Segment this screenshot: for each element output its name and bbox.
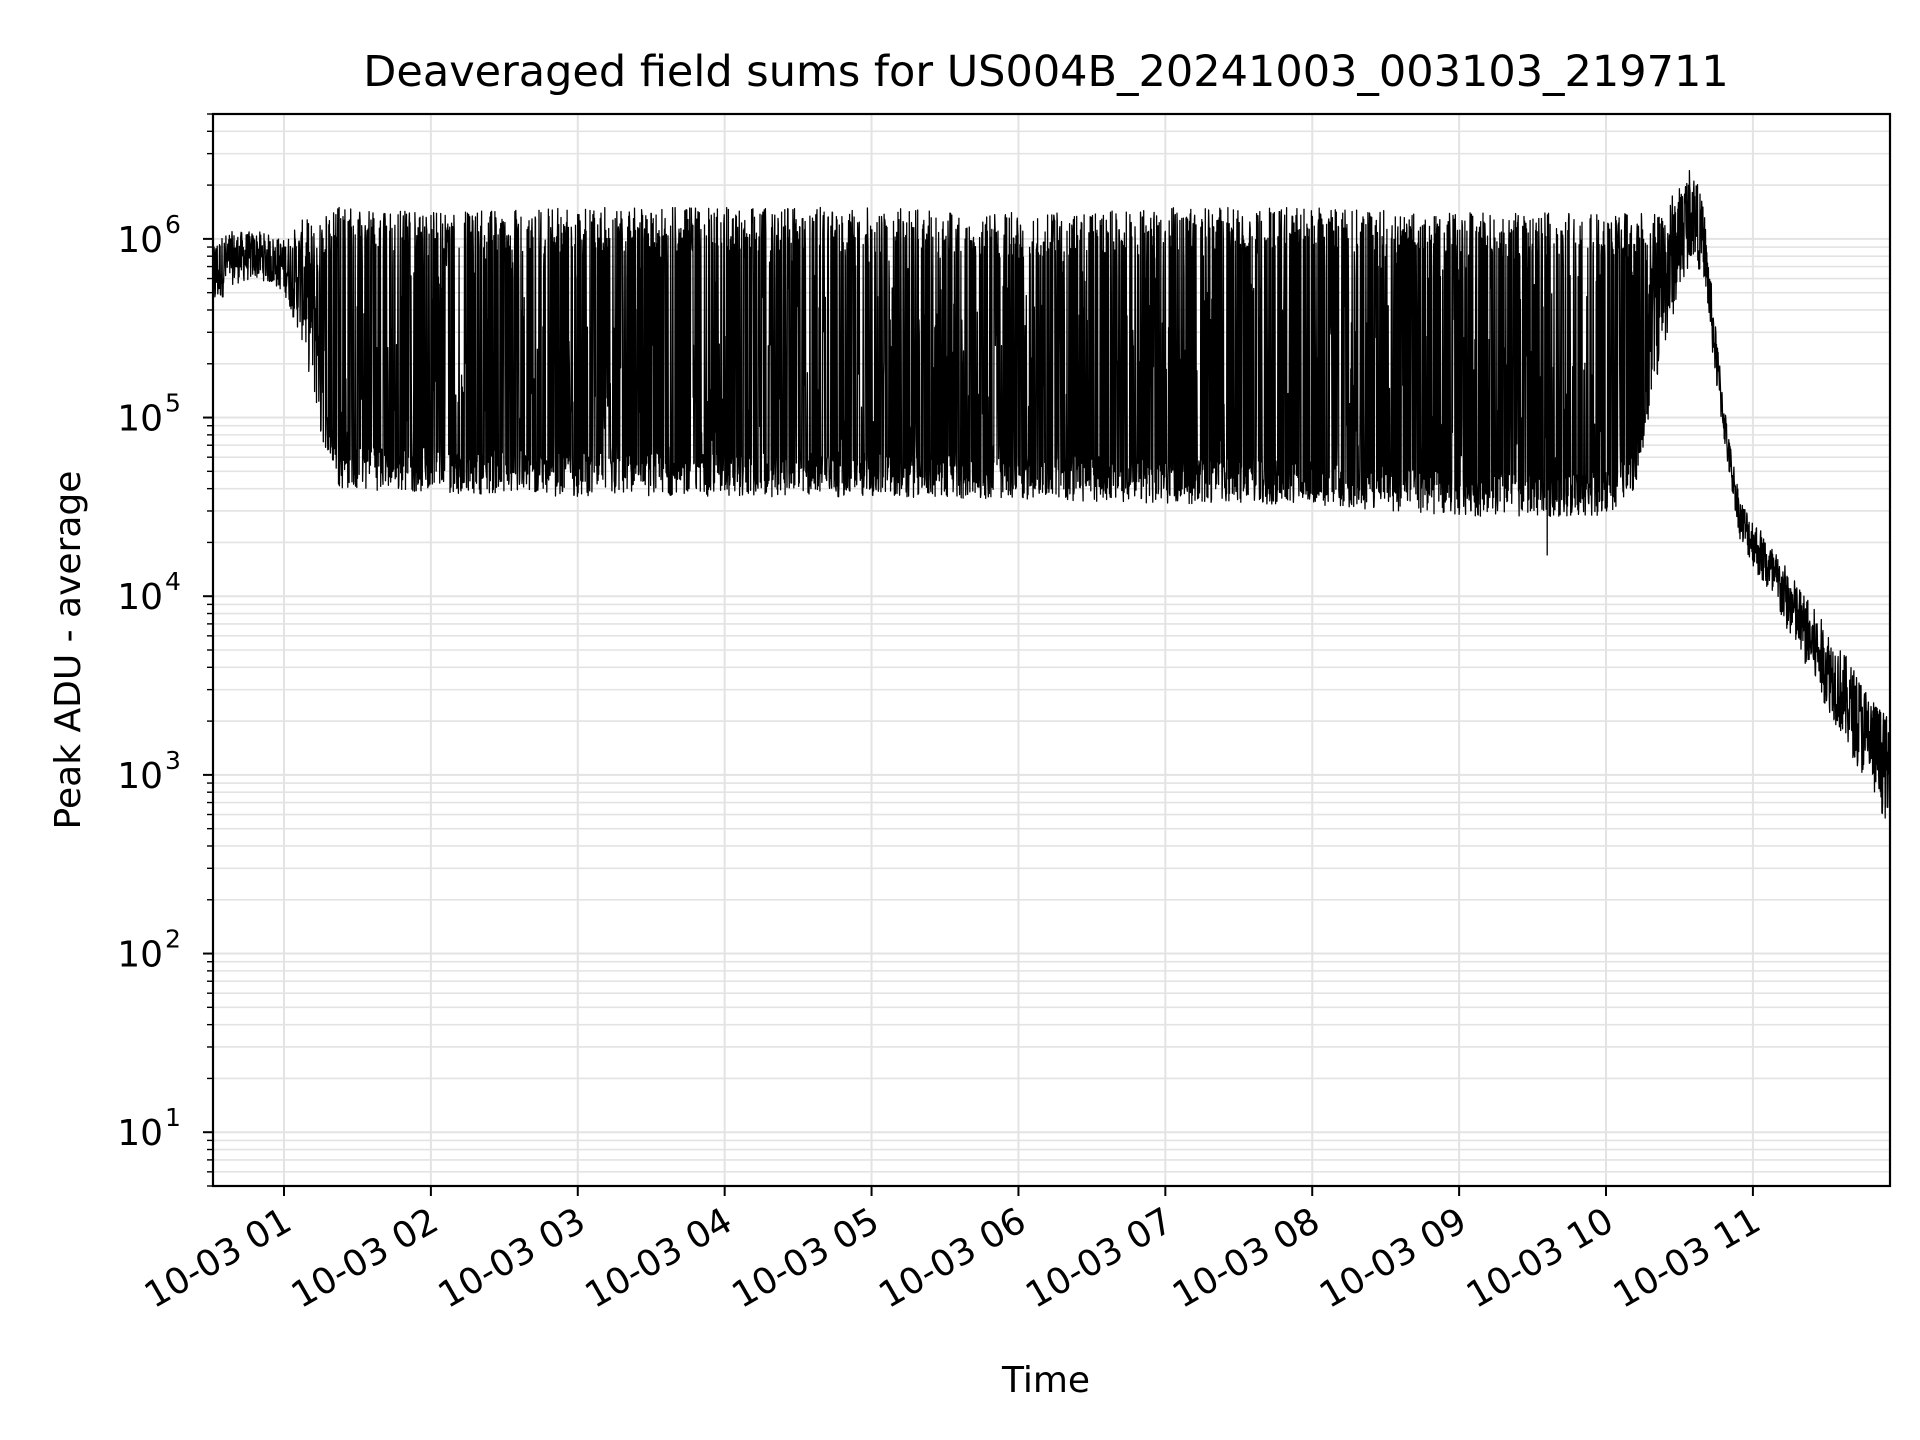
y-tick-label: 10 4: [117, 567, 181, 618]
y-tick-base: 10: [117, 935, 163, 976]
y-tick-exponent: 4: [165, 567, 181, 596]
y-tick-label: 10 2: [117, 925, 181, 976]
y-tick-label: 10 5: [117, 389, 181, 440]
chart-title: Deaveraged field sums for US004B_2024100…: [363, 47, 1728, 97]
y-tick-base: 10: [117, 399, 163, 440]
y-tick-base: 10: [117, 1113, 163, 1154]
y-tick-label: 10 1: [117, 1103, 181, 1154]
y-tick-label: 10 3: [117, 746, 181, 797]
y-tick-base: 10: [117, 756, 163, 797]
x-axis-label: Time: [1001, 1360, 1090, 1401]
y-tick-exponent: 6: [165, 210, 181, 239]
y-tick-exponent: 1: [165, 1103, 181, 1132]
y-tick-base: 10: [117, 220, 163, 261]
y-tick-exponent: 5: [165, 389, 181, 418]
y-tick-base: 10: [117, 577, 163, 618]
y-tick-label: 10 6: [117, 210, 181, 261]
series-line: [213, 169, 1890, 823]
series-layer: [213, 169, 1890, 823]
y-axis-label: Peak ADU - average: [48, 471, 89, 830]
y-tick-exponent: 2: [165, 925, 181, 954]
y-tick-exponent: 3: [165, 746, 181, 775]
